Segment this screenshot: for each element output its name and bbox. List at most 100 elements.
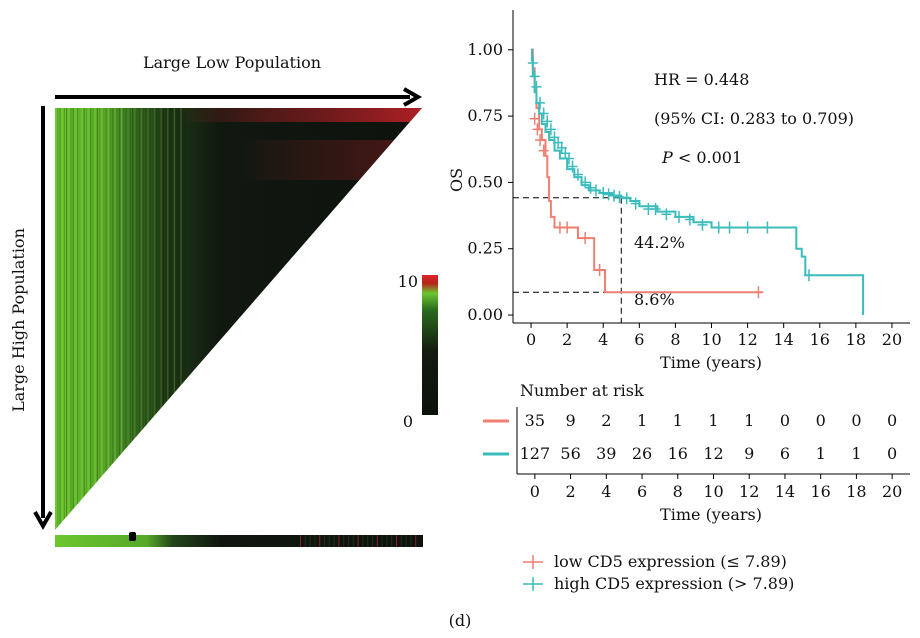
heatmap-side-label: Large High Population [9,228,28,412]
km-reference-lines [513,198,621,323]
legend-low-label: low CD5 expression (≤ 7.89) [554,552,787,571]
km-censor-1-27 [685,214,695,226]
strip-tick-10 [348,535,349,547]
risk-cell-1-1: 56 [560,444,580,463]
risk-x-tick-label-5: 10 [703,482,723,501]
heatmap-stripe-2 [59,108,60,530]
heatmap-stripe-56 [178,108,179,530]
km-censor-1-30 [725,222,735,234]
km-x-tick-label-10: 20 [882,330,902,349]
km-censor-0-8 [753,286,763,298]
risk-x-tick-label-7: 14 [775,482,795,501]
km-censor-1-29 [714,222,724,234]
strip-tick-11 [353,535,354,547]
strip-tick-13 [362,535,363,547]
km-y-label: OS [447,168,466,192]
heatmap-stripe-12 [81,108,82,530]
strip-tick-20 [396,535,397,547]
km-x-tick-label-7: 14 [774,330,794,349]
heatmap-stripe-28 [117,108,118,530]
km-y-tick-label-2: 0.50 [467,172,503,191]
risk-table-x-ticks: 0 2 4 6 8 10 12 14 16 18 20 [530,474,903,501]
heatmap-stripe-36 [134,108,135,530]
heatmap-stripe-44 [152,108,153,530]
km-censor-1-32 [762,222,772,234]
risk-cell-1-3: 26 [632,444,652,463]
km-censor-1-18 [604,188,614,200]
heatmap-stripe-11 [79,108,80,530]
heatmap-stripe-3 [62,108,63,530]
heatmap-stripe-9 [75,108,76,530]
km-censor-0-5 [562,222,572,234]
km-y-tick-label-3: 0.75 [467,106,503,125]
km-x-tick-label-0: 0 [526,330,536,349]
km-censor-1-17 [598,187,608,199]
heatmap-stripe-26 [112,108,113,530]
heatmap-stripe-54 [174,108,175,530]
heatmap-stripe-34 [130,108,131,530]
heatmap-stripe-0 [55,108,56,530]
strip-tick-24 [415,535,416,547]
risk-cell-0-10: 0 [887,411,897,430]
heatmap-stripe-53 [172,108,173,530]
heatmap-stripe-13 [84,108,85,530]
heatmap-stripe-19 [97,108,98,530]
km-y-ticks: 0.000.250.500.751.00 [467,40,513,324]
strip-tick-7 [334,535,335,547]
heatmap-stripe-45 [154,108,155,530]
km-censor-0-0 [530,113,540,125]
heatmap-stripe-49 [163,108,164,530]
risk-cell-1-5: 12 [703,444,723,463]
heatmap-stripe-55 [176,108,177,530]
heatmap-stripe-25 [110,108,111,530]
strip-tick-18 [386,535,387,547]
risk-cell-1-9: 1 [851,444,861,463]
strip-tick-16 [377,535,378,547]
risk-x-tick-label-10: 20 [882,482,902,501]
km-censor-1-25 [661,208,671,220]
strip-tick-15 [372,535,373,547]
km-censor-1-28 [697,219,707,231]
km-censor-0-6 [580,232,590,244]
heatmap-stripe-1 [57,108,58,530]
risk-cell-0-8: 0 [816,411,826,430]
legend-high-label: high CD5 expression (> 7.89) [554,574,794,593]
heatmap-strip-marker [129,532,136,541]
km-censor-1-16 [591,184,601,196]
heatmap-stripe-41 [145,108,146,530]
risk-table-rows: 35 9 2 1 1 1 1 0 0 0 0 127 56 39 26 16 12 9 6 1 1 0 [483,411,897,463]
km-x-tick-label-4: 8 [670,330,680,349]
heatmap-legend-min: 0 [403,412,413,431]
km-censor-0-1 [532,123,542,135]
km-legend: low CD5 expression (≤ 7.89) high CD5 exp… [523,552,794,593]
risk-x-tick-label-4: 8 [673,482,683,501]
panel-label: (d) [449,611,472,630]
km-censor-1-20 [614,191,624,203]
heatmap-stripe-57 [180,108,181,530]
km-annotation-high: 44.2% [634,233,685,252]
heatmap-stripe-39 [141,108,142,530]
km-censor-1-15 [586,182,596,194]
km-plot: 0.00 0.25 0.50 0.75 1.00 0 2 4 6 8 10 12 14 16 18 20 O… [447,10,910,372]
heatmap-stripe-59 [185,108,186,530]
strip-tick-14 [367,535,368,547]
risk-cell-0-2: 2 [601,411,611,430]
km-x-ticks: 0 2 4 6 8 10 12 14 16 18 20 [526,323,902,349]
km-x-tick-label-2: 4 [598,330,608,349]
heatmap-stripe-42 [147,108,148,530]
km-ci-text: (95% CI: 0.283 to 0.709) [654,109,854,128]
risk-x-tick-label-2: 4 [601,482,611,501]
heatmap-top-label: Large Low Population [143,53,321,72]
risk-cell-1-10: 0 [887,444,897,463]
km-censor-1-31 [743,222,753,234]
risk-cell-0-6: 1 [744,411,754,430]
km-x-label: Time (years) [660,353,762,372]
heatmap-stripe-17 [92,108,93,530]
heatmap-red-band [180,108,422,122]
risk-x-tick-label-8: 16 [811,482,831,501]
heatmap-stripe-48 [161,108,162,530]
heatmap-stripe-10 [77,108,78,530]
strip-tick-5 [324,535,325,547]
heatmap-stripe-52 [169,108,170,530]
km-x-tick-label-1: 2 [562,330,572,349]
